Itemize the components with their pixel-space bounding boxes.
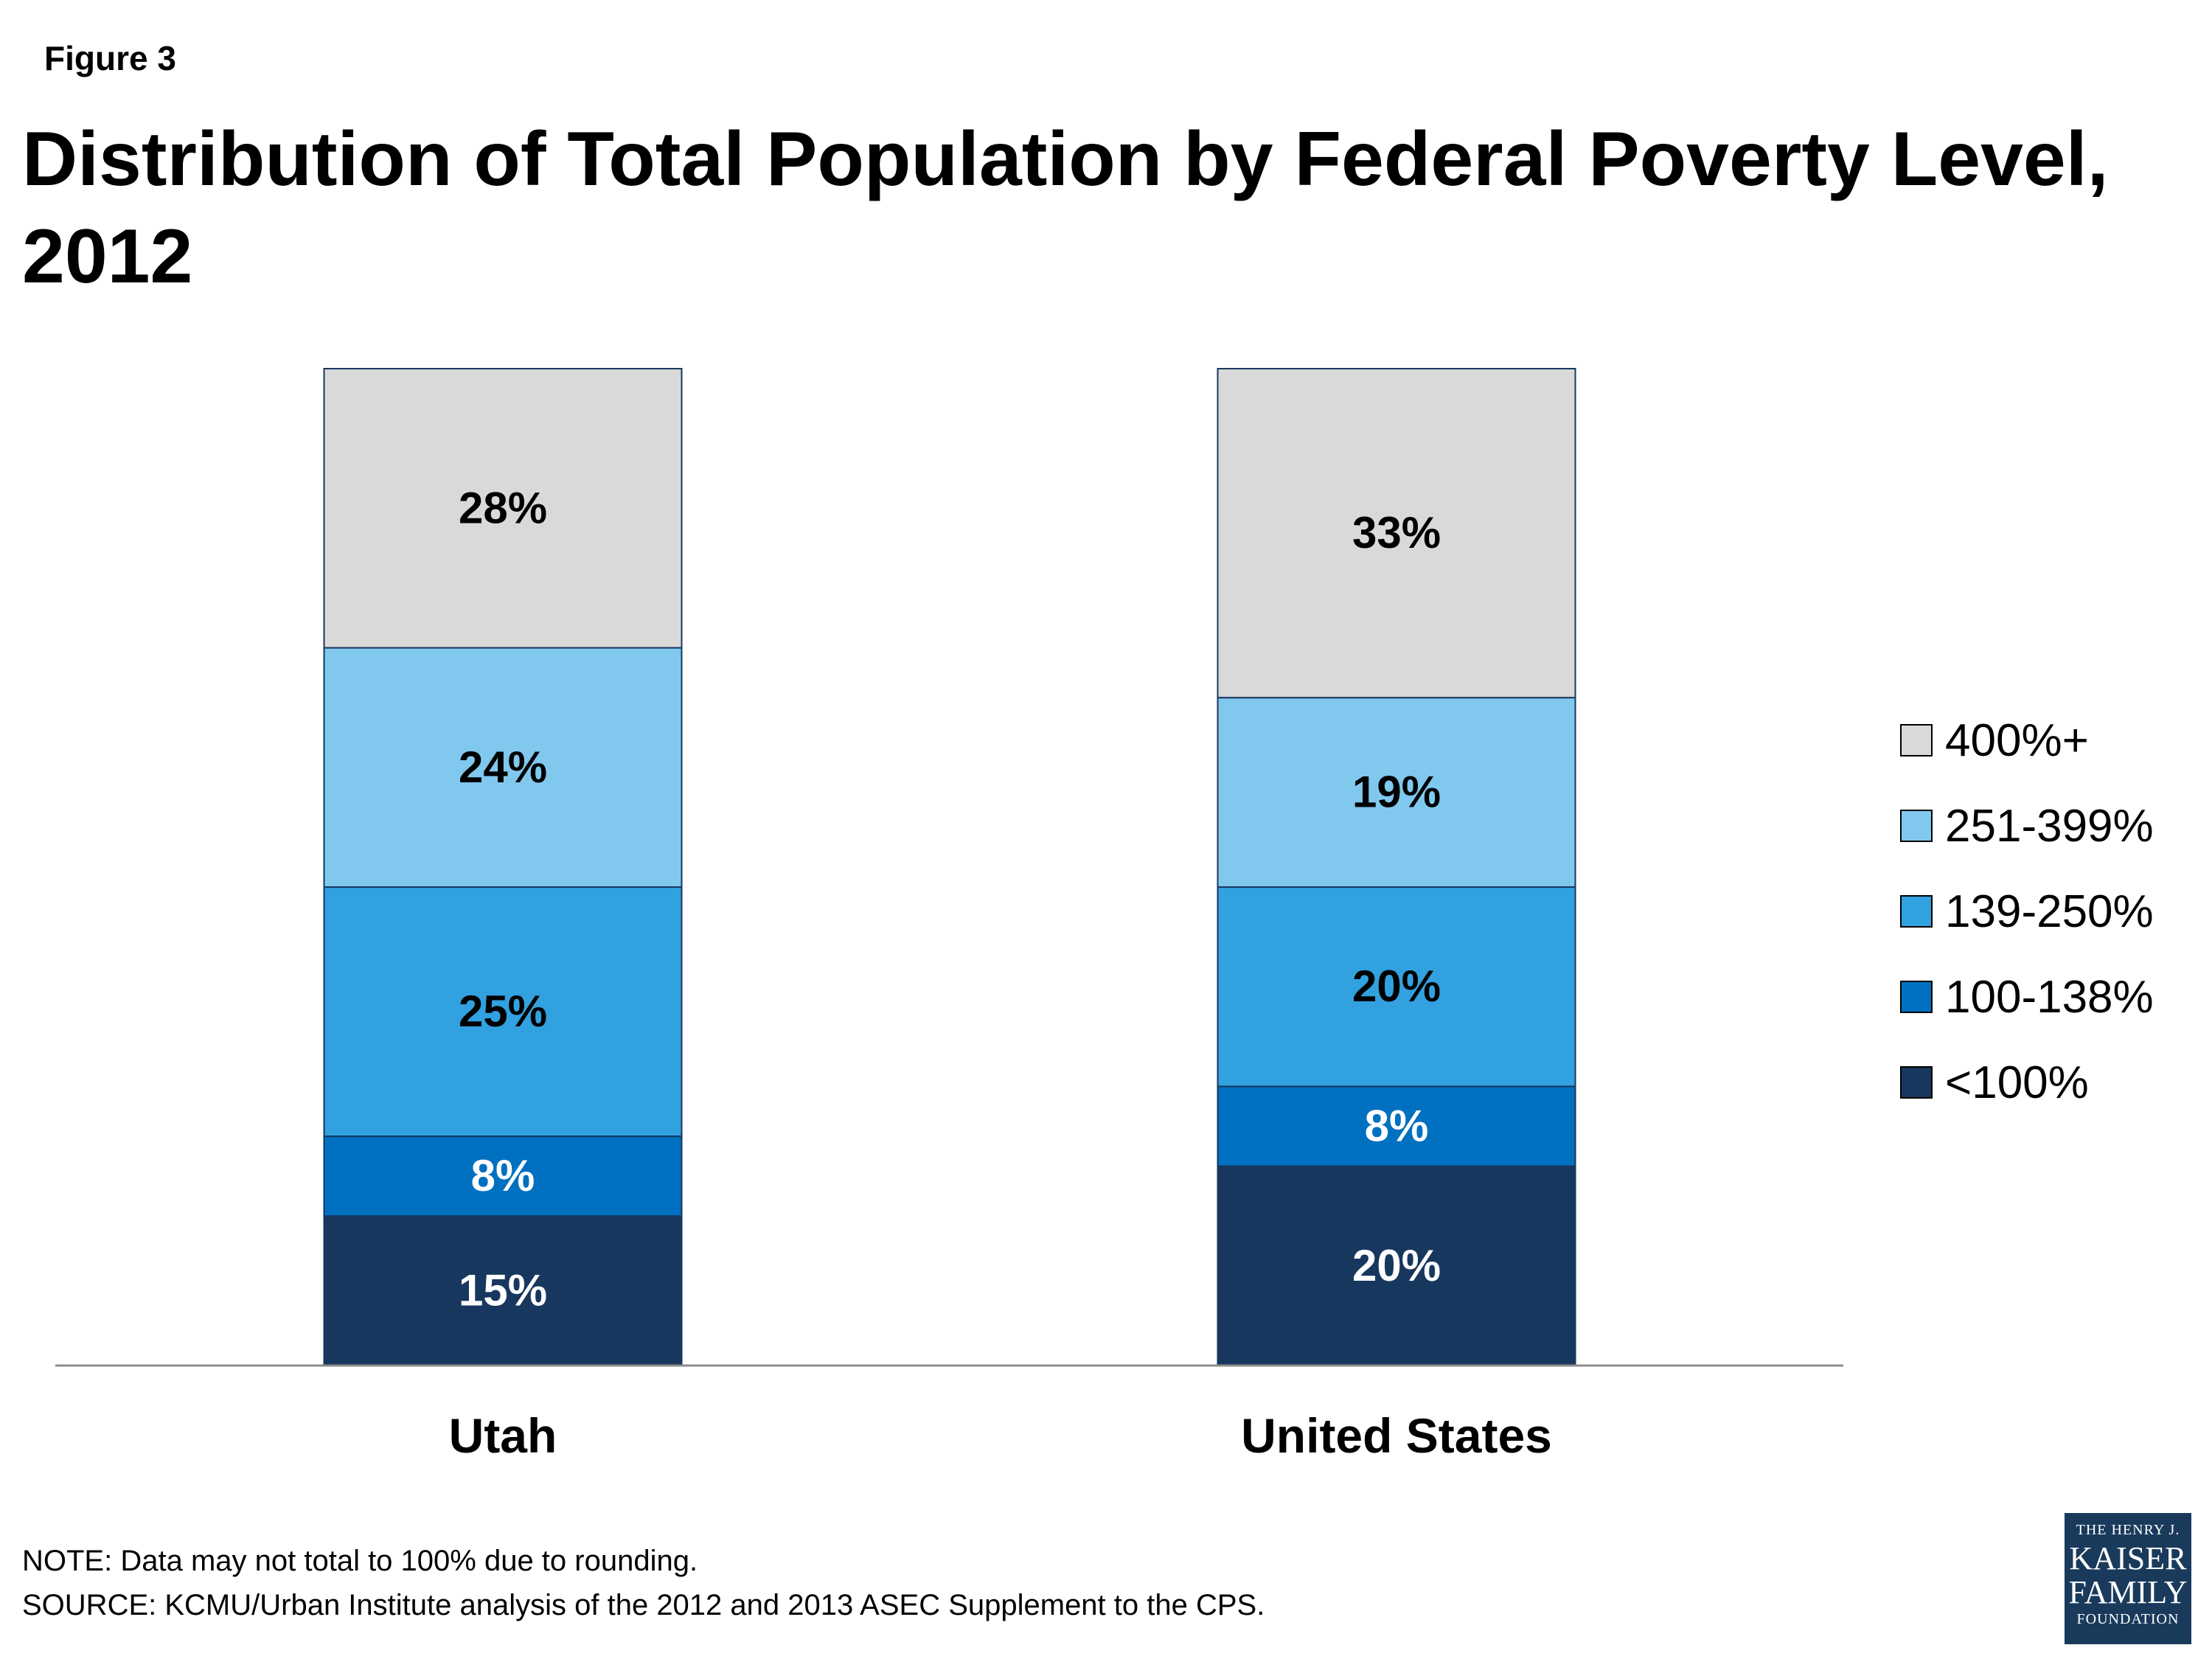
bar-segment bbox=[1217, 1165, 1576, 1366]
bar-segment bbox=[1217, 697, 1576, 888]
data-label: 33% bbox=[1352, 508, 1441, 557]
bar-segment bbox=[323, 1215, 683, 1366]
data-label: 28% bbox=[459, 483, 547, 532]
legend-label: 251-399% bbox=[1945, 801, 2154, 852]
logo-line-3: FAMILY bbox=[2068, 1574, 2188, 1610]
footnote-note: NOTE: Data may not total to 100% due to … bbox=[22, 1545, 698, 1577]
chart-title: Distribution of Total Population by Fede… bbox=[22, 116, 2109, 299]
figure-label: Figure 3 bbox=[44, 39, 176, 77]
data-label: 20% bbox=[1352, 961, 1441, 1011]
bar-segment bbox=[323, 886, 683, 1138]
data-label: 8% bbox=[471, 1151, 535, 1200]
x-tick-label: Utah bbox=[449, 1408, 557, 1463]
logo-line-4: FOUNDATION bbox=[2076, 1611, 2180, 1627]
bar-segment bbox=[1217, 886, 1576, 1088]
legend-label: <100% bbox=[1945, 1057, 2089, 1108]
legend-swatch bbox=[1900, 895, 1933, 928]
bar-segment bbox=[323, 1135, 683, 1217]
legend-label: 139-250% bbox=[1945, 886, 2154, 937]
data-label: 15% bbox=[459, 1266, 547, 1315]
bar-segment bbox=[323, 647, 683, 888]
data-label: 20% bbox=[1352, 1241, 1441, 1290]
bar-segment bbox=[323, 368, 683, 649]
legend-swatch bbox=[1900, 810, 1933, 842]
footnote-source: SOURCE: KCMU/Urban Institute analysis of… bbox=[22, 1589, 1265, 1621]
legend-swatch bbox=[1900, 724, 1933, 757]
data-label: 25% bbox=[459, 987, 547, 1036]
logo-line-1: THE HENRY J. bbox=[2076, 1522, 2180, 1538]
bars-layer: 15% 8% 25% 24% 28% 20% 8% 20% 19% 33% bbox=[323, 368, 1576, 1366]
bar-segment bbox=[1217, 368, 1576, 699]
legend: 400%+ 251-399% 139-250% 100-138% <100% bbox=[1900, 715, 2154, 1108]
legend-swatch bbox=[1900, 1066, 1933, 1099]
data-label: 19% bbox=[1352, 768, 1441, 817]
legend-label: 100-138% bbox=[1945, 972, 2154, 1023]
x-tick-label: United States bbox=[1241, 1408, 1552, 1463]
kff-logo: THE HENRY J. KAISER FAMILY FOUNDATION bbox=[2065, 1513, 2191, 1644]
data-label: 24% bbox=[459, 742, 547, 792]
logo-line-2: KAISER bbox=[2069, 1540, 2187, 1576]
legend-swatch bbox=[1900, 981, 1933, 1013]
data-label: 8% bbox=[1365, 1102, 1429, 1151]
legend-label: 400%+ bbox=[1945, 715, 2089, 766]
x-tick-labels: Utah United States bbox=[449, 1408, 1552, 1463]
